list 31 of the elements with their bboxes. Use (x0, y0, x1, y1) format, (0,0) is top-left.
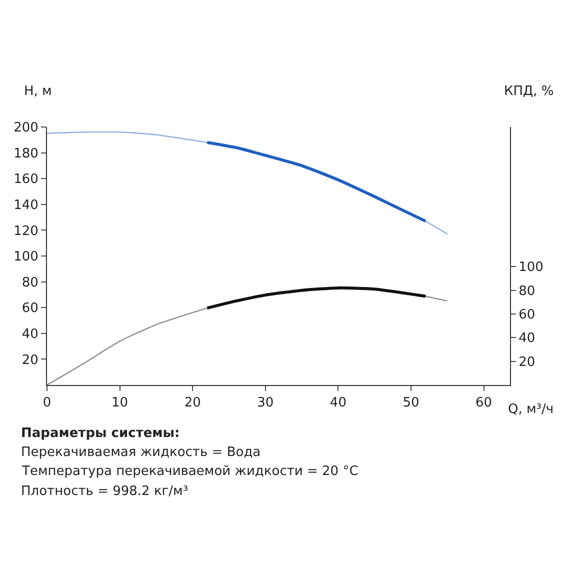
line-series (206, 140, 428, 223)
x-tick-label: 50 (402, 396, 420, 411)
y-tick-label: 80 (22, 275, 38, 290)
y-tick-label: 40 (22, 326, 38, 342)
x-tick-label: 60 (476, 396, 492, 411)
y2-tick-label: 100 (518, 260, 544, 276)
x-tick-label: 10 (112, 396, 128, 411)
y-tick-label: 200 (14, 120, 38, 136)
text: Перекачиваемая жидкость = Вода (21, 445, 261, 460)
x-axis-title: Q, м³/ч (508, 402, 554, 417)
y-tick-label: 100 (14, 250, 38, 265)
y-tick-label: 120 (14, 224, 38, 239)
line-series (206, 286, 428, 310)
text: Плотность = 998.2 кг/м³ (21, 484, 188, 499)
y-tick-label: 60 (22, 301, 38, 316)
y2-axis-title: КПД, % (504, 84, 554, 99)
y-axis-title: H, м (24, 84, 52, 99)
y-tick-label: 160 (14, 172, 38, 188)
y2-tick-label: 60 (518, 308, 536, 323)
text: Температура перекачиваемой жидкости = 20 °C (21, 464, 358, 479)
y-tick-label: 20 (22, 352, 38, 368)
x-tick-label: 30 (257, 396, 274, 411)
y2-tick-label: 20 (518, 354, 536, 370)
x-tick-label: 0 (42, 396, 52, 411)
y-tick-label: 140 (14, 198, 38, 213)
text: Параметры системы: (21, 426, 180, 441)
y2-tick-label: 40 (518, 331, 536, 346)
y-tick-label: 180 (14, 146, 38, 162)
y2-tick-label: 80 (518, 284, 536, 299)
x-tick-label: 20 (184, 396, 201, 411)
x-tick-label: 40 (330, 396, 346, 411)
